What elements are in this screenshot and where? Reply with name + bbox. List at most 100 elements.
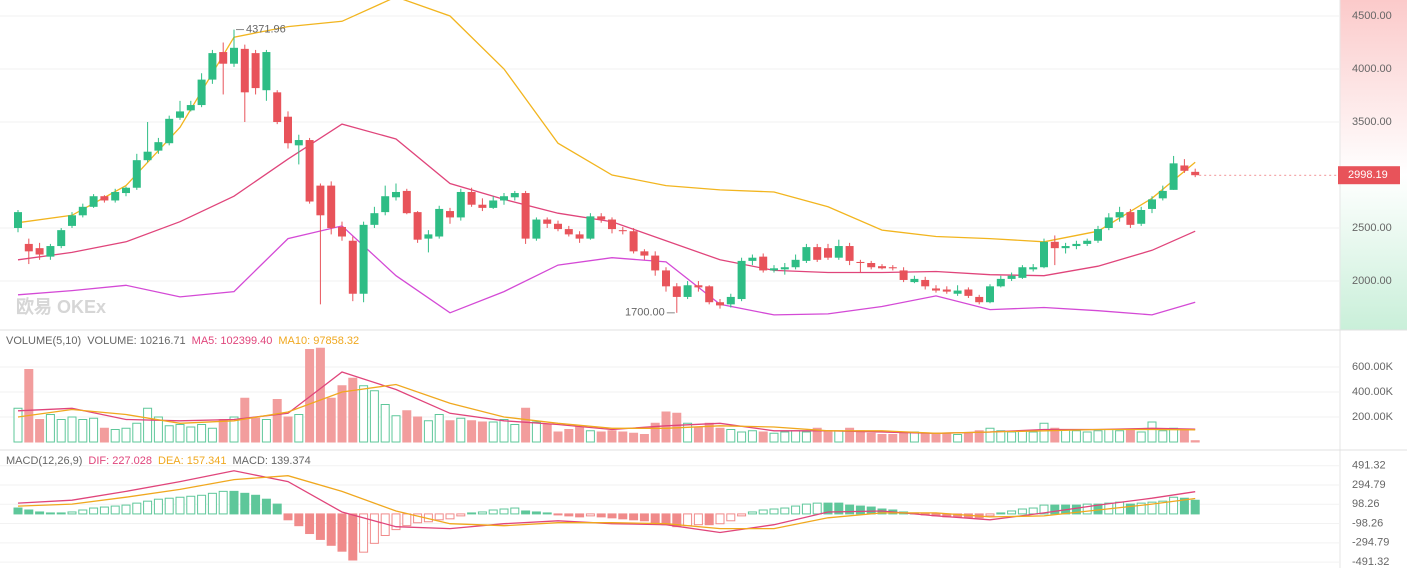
candle-body [618,230,627,232]
candle-body [694,285,703,288]
candle-body [208,53,217,80]
volume-bar [974,430,984,443]
candle-body [662,270,670,287]
macd-bar [391,513,401,531]
macd-bar [1007,510,1017,515]
volume-bar [380,404,390,443]
candle-body [543,219,552,224]
macd-bar [715,513,725,525]
candle-body [780,267,789,270]
macd-bar [596,513,606,518]
macd-bar [467,512,477,515]
macd-bar [272,503,282,515]
volume-bar [499,419,509,443]
macd-bar [175,496,185,515]
volume-bar [305,349,315,443]
volume-bar [1147,421,1157,443]
annotation-label: 4371.96 [246,23,286,35]
y-tick-label: 491.32 [1352,460,1386,472]
candle-body [845,246,854,261]
macd-bar [801,503,811,515]
volume-bar [391,415,401,443]
macd-bar [326,513,336,546]
candle-body [78,206,87,216]
last-price-box [1338,166,1400,185]
macd-bar [1179,497,1189,515]
indicator-line [17,383,1196,434]
y-tick-label: -491.32 [1352,556,1389,568]
macd-bar [305,513,315,535]
candle-body [262,52,271,91]
volume-bar [78,419,88,443]
volume-bar [953,434,963,443]
volume-bar [769,432,779,443]
volume-bar [175,424,185,443]
last-price-label: 2998.19 [1348,169,1388,181]
macd-bar [845,504,855,515]
volume-bar [359,385,369,443]
candle-body [35,248,44,255]
indicator-line [17,123,1196,277]
macd-bar [229,490,239,515]
candle-body [14,212,22,229]
plot-area [14,0,1200,316]
candle-body [996,278,1005,287]
macd-bar [186,495,196,515]
macd-bar [855,505,865,515]
macd-bar [834,502,844,515]
y-tick-label: 200.00K [1352,411,1394,423]
volume-bar [13,407,23,443]
macd-bar [45,512,55,515]
candle-body [586,216,595,239]
volume-bar [272,399,282,443]
candle-body [1158,190,1167,199]
indicator-label: MA10: 97858.32 [278,335,359,347]
candle-body [176,111,184,118]
volume-bar [1028,431,1038,443]
volume-bar [715,427,725,443]
macd-bar [650,513,660,524]
macd-bar [445,513,455,520]
macd-bar [607,513,617,519]
candle-body [705,286,714,303]
macd-bar [261,498,271,515]
indicator-label: DIF: 227.028 [88,455,152,467]
volume-bar [737,431,747,443]
candle-body [284,116,292,144]
y-tick-label: -294.79 [1352,537,1389,549]
volume-bar [931,434,941,443]
candle-body [629,231,638,252]
candle-body [1169,163,1178,190]
volume-bar [477,421,487,443]
volume-bar [596,431,606,443]
macd-bar [67,511,77,515]
volume-bar [1071,430,1081,443]
volume-bar [855,430,865,443]
macd-bar [218,490,228,515]
candle-body [165,118,174,144]
macd-bar [866,506,876,515]
y-tick-label: 400.00K [1352,386,1394,398]
candle-body [1148,199,1156,209]
volume-bar [758,431,768,443]
candle-body [240,48,249,93]
volume-bar [877,434,887,443]
candle-body [510,193,519,198]
volume-bar [629,432,639,443]
candle-body [554,223,562,230]
indicator-label: VOLUME(5,10) [6,335,81,347]
candle-body [856,261,865,264]
macd-bar [996,512,1006,515]
volume-bar [337,385,347,443]
plot-area [13,470,1200,561]
macd-bar [207,492,217,515]
candle-body [154,142,163,151]
macd-bar [488,509,498,515]
candle-body [392,191,400,198]
macd-bar [283,513,293,521]
volume-bar [920,432,930,443]
volume-bar [553,431,563,443]
y-tick-label: -98.26 [1352,517,1383,529]
candle-body [899,270,908,280]
volume-bar [153,416,163,443]
